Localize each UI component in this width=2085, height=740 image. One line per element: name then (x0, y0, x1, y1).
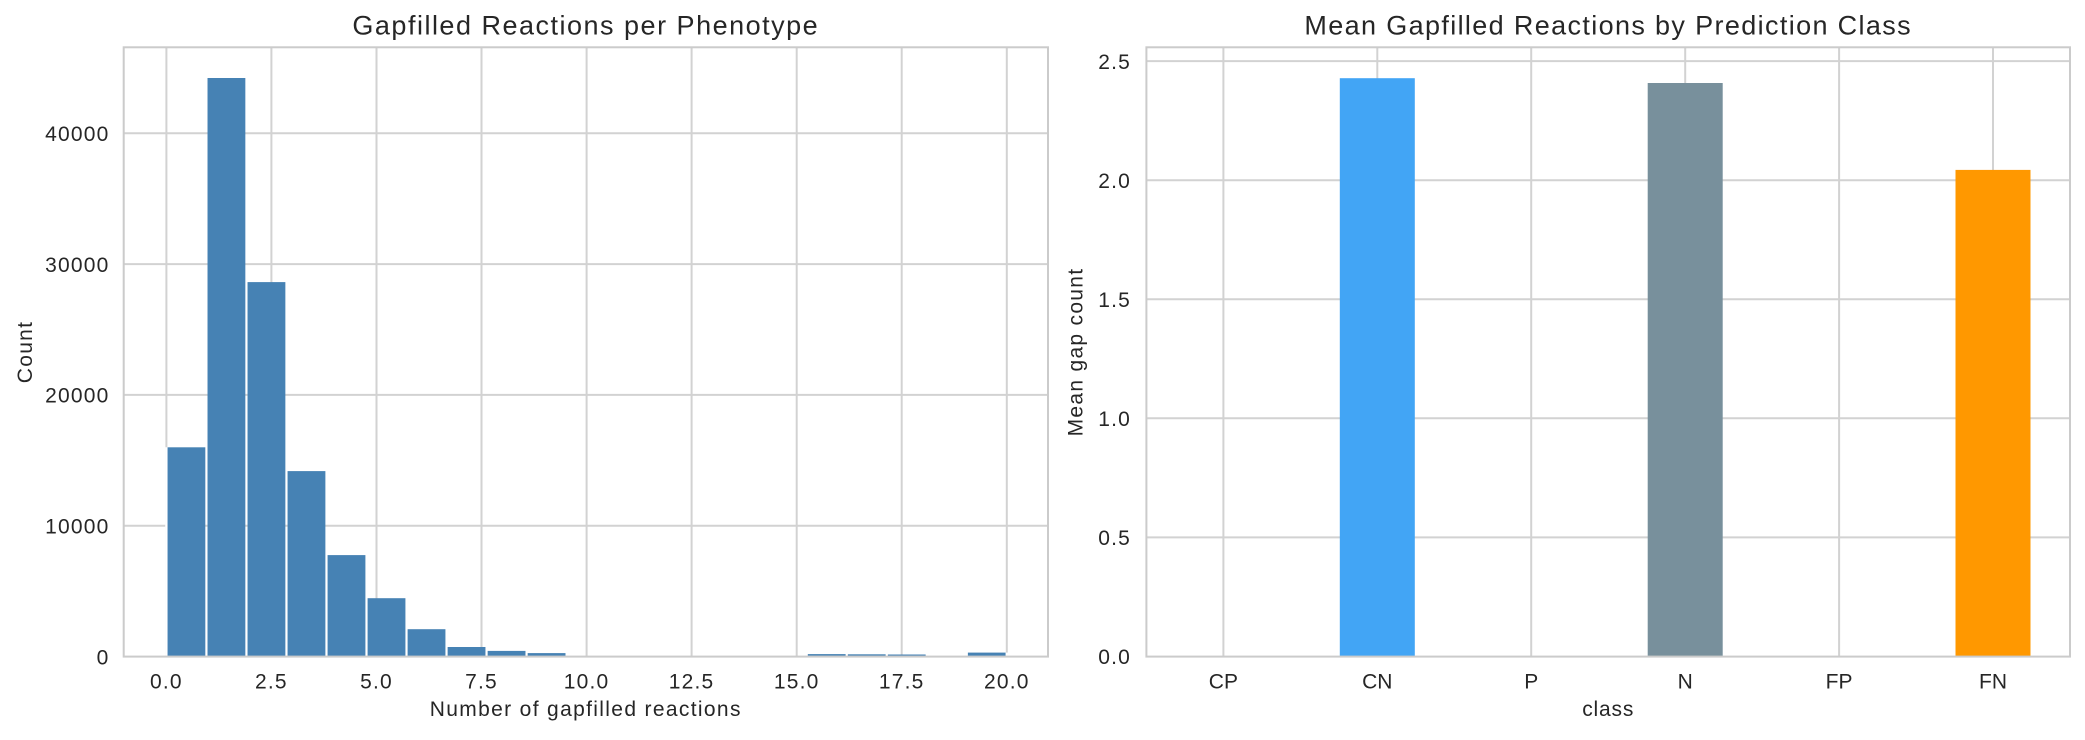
svg-text:0.0: 0.0 (1098, 646, 1131, 669)
svg-text:1.5: 1.5 (1098, 289, 1131, 312)
svg-text:30000: 30000 (45, 254, 109, 277)
svg-text:0.0: 0.0 (150, 670, 183, 693)
svg-text:N: N (1678, 670, 1693, 693)
svg-text:FN: FN (1979, 670, 2007, 693)
svg-text:CN: CN (1362, 670, 1392, 693)
svg-text:10.0: 10.0 (564, 670, 610, 693)
svg-text:1.0: 1.0 (1098, 408, 1131, 431)
svg-text:Gapfilled Reactions per Phenot: Gapfilled Reactions per Phenotype (352, 10, 819, 40)
svg-text:class: class (1582, 698, 1634, 721)
svg-text:20.0: 20.0 (984, 670, 1030, 693)
svg-text:40000: 40000 (45, 123, 109, 146)
svg-text:0: 0 (97, 646, 110, 669)
svg-text:FP: FP (1826, 670, 1853, 693)
svg-text:12.5: 12.5 (669, 670, 715, 693)
svg-text:CP: CP (1209, 670, 1238, 693)
svg-text:Number of gapfilled reactions: Number of gapfilled reactions (430, 698, 742, 721)
svg-text:5.0: 5.0 (360, 670, 393, 693)
svg-text:15.0: 15.0 (774, 670, 820, 693)
svg-text:Mean Gapfilled Reactions by Pr: Mean Gapfilled Reactions by Prediction C… (1304, 10, 1912, 40)
svg-text:2.5: 2.5 (1098, 51, 1131, 74)
svg-text:Count: Count (14, 321, 37, 383)
svg-text:2.5: 2.5 (255, 670, 288, 693)
svg-text:P: P (1524, 670, 1538, 693)
svg-text:7.5: 7.5 (465, 670, 498, 693)
svg-text:0.5: 0.5 (1098, 527, 1131, 550)
svg-text:2.0: 2.0 (1098, 170, 1131, 193)
svg-text:10000: 10000 (45, 516, 109, 539)
svg-text:20000: 20000 (45, 385, 109, 408)
svg-text:Mean gap count: Mean gap count (1065, 268, 1088, 437)
svg-text:17.5: 17.5 (879, 670, 925, 693)
